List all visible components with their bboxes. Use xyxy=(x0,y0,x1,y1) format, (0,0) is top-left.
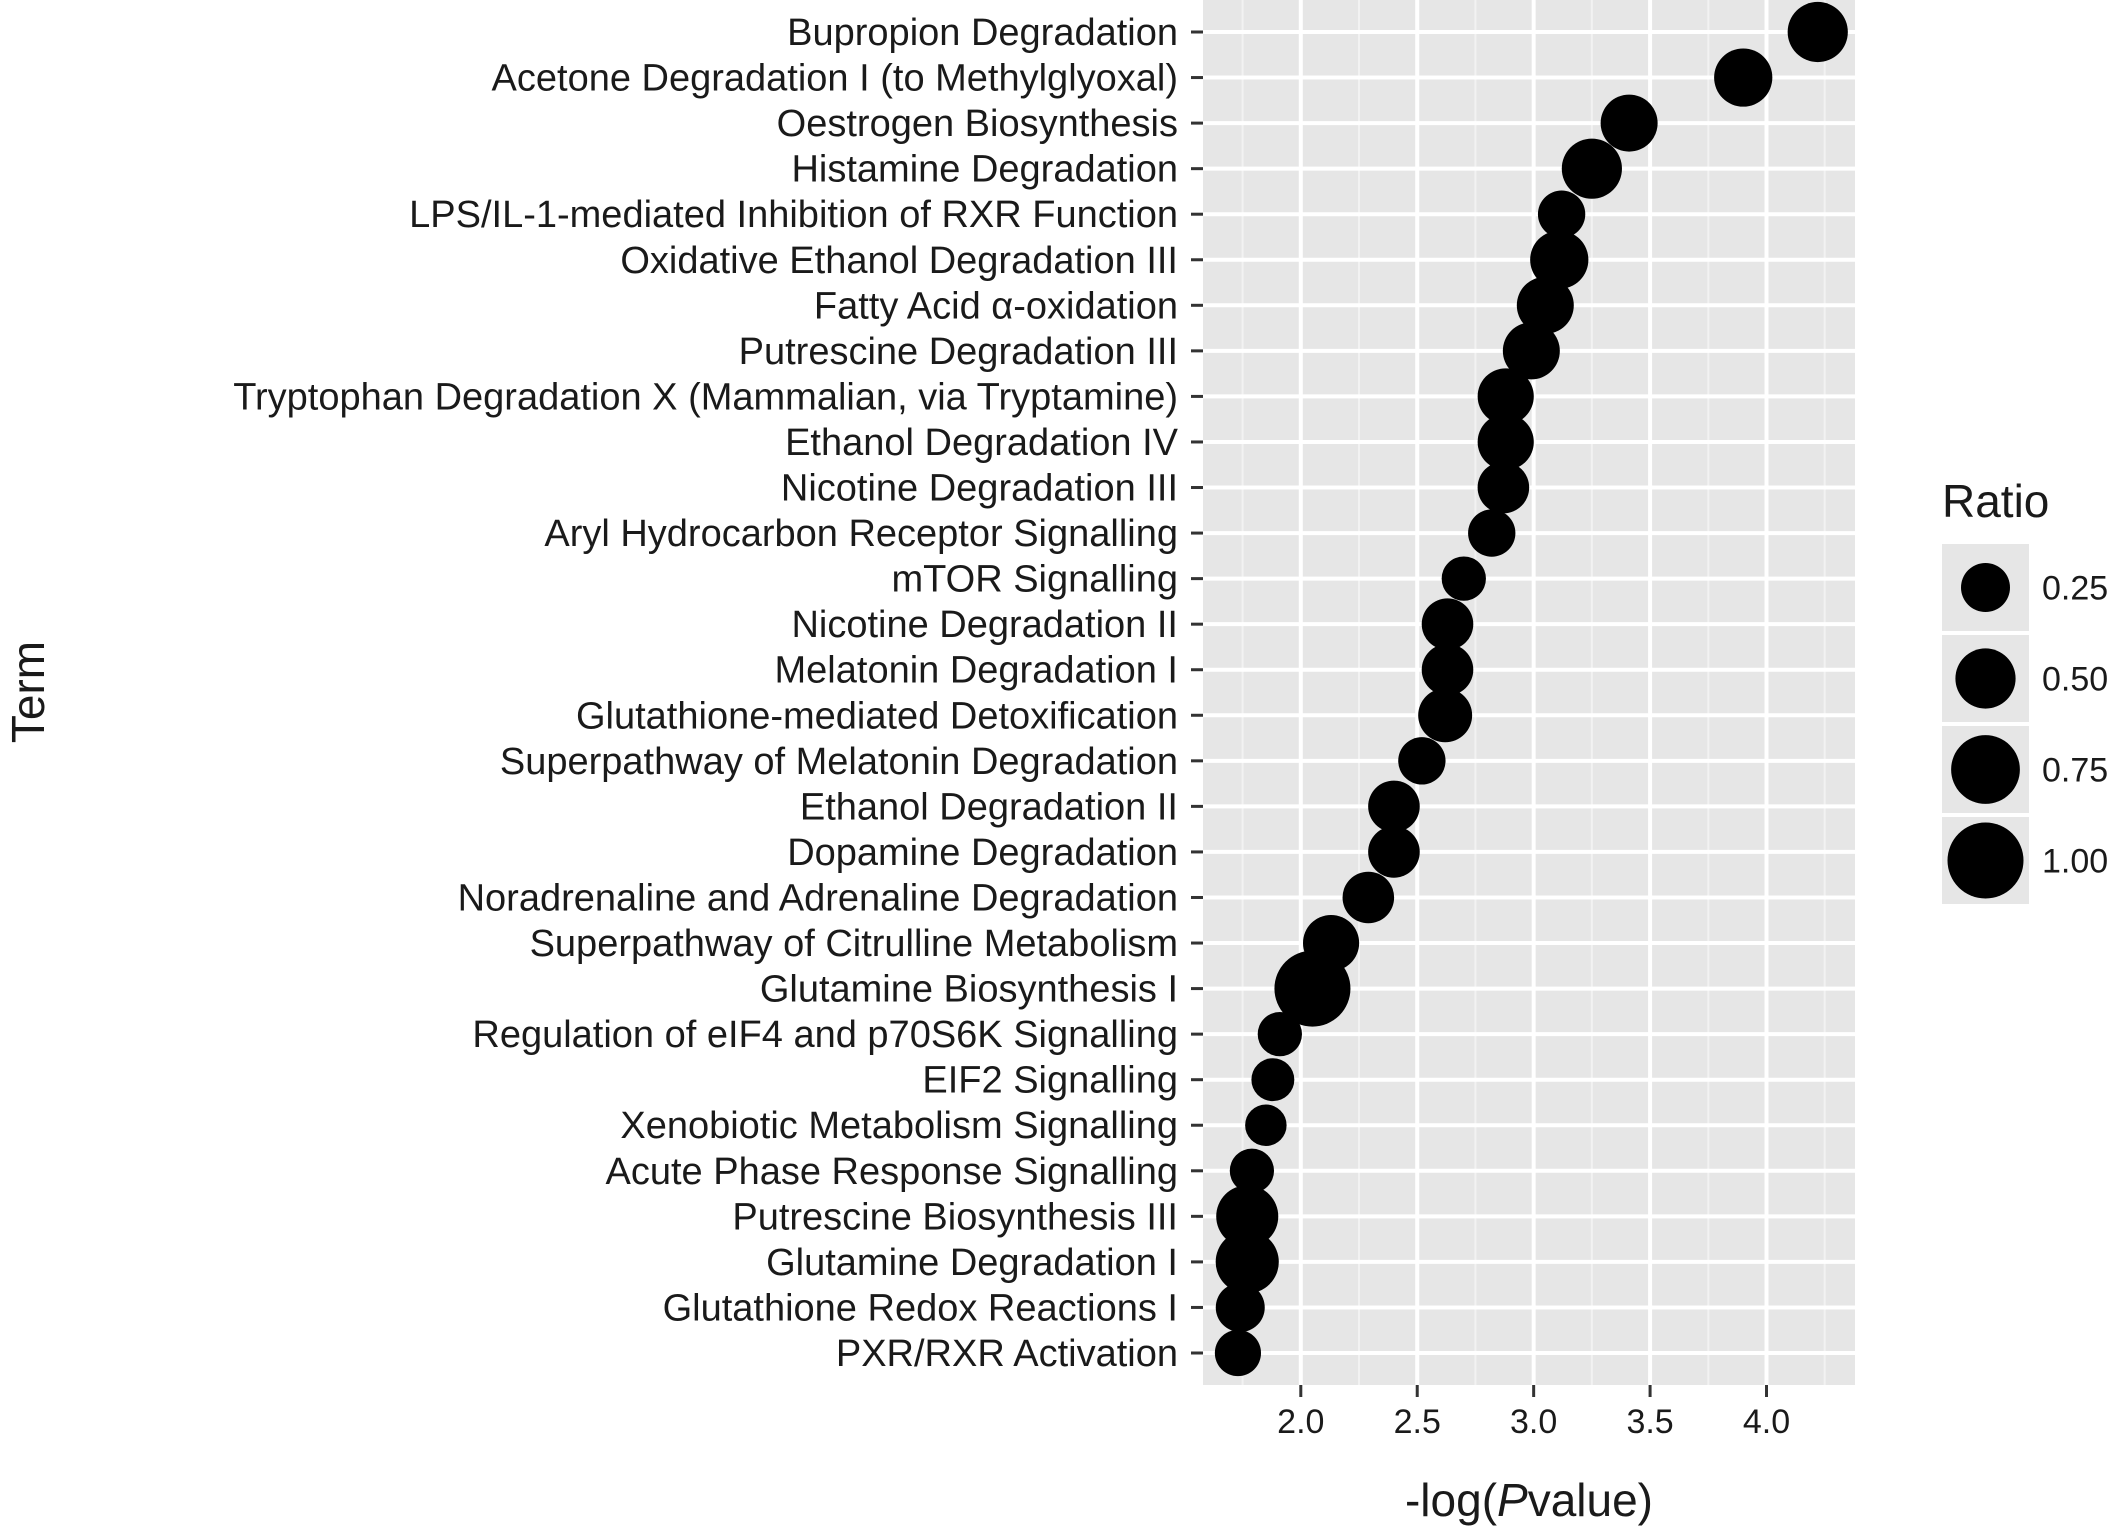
legend-label: 0.50 xyxy=(2042,661,2108,699)
term-label: Melatonin Degradation I xyxy=(775,650,1178,692)
term-label: Glutathione Redox Reactions I xyxy=(663,1287,1178,1329)
x-tick-label: 3.0 xyxy=(1510,1403,1557,1441)
data-point xyxy=(1215,1230,1279,1294)
data-point xyxy=(1441,556,1486,601)
x-tick-label: 2.5 xyxy=(1394,1403,1441,1441)
legend-label: 0.75 xyxy=(2042,752,2108,790)
term-label: Putrescine Biosynthesis III xyxy=(732,1196,1178,1238)
data-point xyxy=(1251,1058,1295,1102)
data-point xyxy=(1398,737,1446,785)
data-point xyxy=(1477,413,1534,471)
term-label: Acute Phase Response Signalling xyxy=(606,1151,1179,1193)
panel-background xyxy=(1203,0,1855,1385)
term-label: Bupropion Degradation xyxy=(787,12,1178,54)
data-point xyxy=(1477,368,1534,425)
term-label: EIF2 Signalling xyxy=(922,1060,1178,1102)
data-point xyxy=(1468,509,1516,557)
term-label: Noradrenaline and Adrenaline Degradation xyxy=(458,877,1178,919)
data-point xyxy=(1421,643,1474,696)
data-point xyxy=(1257,1012,1302,1057)
data-point xyxy=(1214,1329,1262,1377)
data-point xyxy=(1418,688,1473,743)
minor-gridlines xyxy=(1241,0,1826,1385)
data-point xyxy=(1229,1148,1275,1193)
data-point xyxy=(1245,1104,1287,1146)
term-label: Superpathway of Citrulline Metabolism xyxy=(530,923,1178,965)
term-label: Fatty Acid α-oxidation xyxy=(814,285,1178,327)
data-point xyxy=(1600,94,1658,152)
legend-key-dot xyxy=(1961,563,2010,612)
x-tick-label: 4.0 xyxy=(1743,1403,1790,1441)
x-axis-title-suffix: value) xyxy=(1528,1474,1653,1526)
data-point xyxy=(1561,138,1622,199)
legend-key-dot xyxy=(1951,735,2020,804)
data-point xyxy=(1787,1,1848,63)
term-label: Putrescine Degradation III xyxy=(739,331,1178,373)
legend-key-dot xyxy=(1955,648,2016,709)
x-axis: 2.0 2.5 3.0 3.5 4.0 xyxy=(1277,1385,1790,1441)
x-axis-title-italic: P xyxy=(1497,1474,1528,1526)
term-label: Superpathway of Melatonin Degradation xyxy=(500,741,1178,783)
data-point xyxy=(1216,1185,1279,1248)
term-label: Aryl Hydrocarbon Receptor Signalling xyxy=(544,513,1178,555)
data-point xyxy=(1274,950,1351,1027)
data-point xyxy=(1537,190,1586,238)
term-label: Tryptophan Degradation X (Mammalian, via… xyxy=(233,376,1178,418)
x-tick-label: 2.0 xyxy=(1277,1403,1324,1441)
term-label: Glutamine Biosynthesis I xyxy=(760,969,1178,1011)
term-label: Dopamine Degradation xyxy=(787,832,1178,874)
legend: Ratio 0.25 0.50 0.75 1.00 xyxy=(1942,475,2108,904)
term-label: LPS/IL-1-mediated Inhibition of RXR Func… xyxy=(409,194,1178,236)
term-label: Nicotine Degradation III xyxy=(781,468,1178,510)
y-axis-title: Term xyxy=(2,641,54,743)
x-tick-label: 3.5 xyxy=(1626,1403,1673,1441)
data-point xyxy=(1714,48,1773,107)
term-label: Oestrogen Biosynthesis xyxy=(777,103,1178,145)
term-label: Ethanol Degradation IV xyxy=(785,422,1179,464)
data-point xyxy=(1368,826,1420,878)
term-label: Acetone Degradation I (to Methylglyoxal) xyxy=(492,58,1178,100)
data-point xyxy=(1368,780,1420,833)
data-points xyxy=(1214,1,1848,1377)
data-point xyxy=(1215,1282,1265,1332)
data-point xyxy=(1502,322,1560,380)
term-label: Glutamine Degradation I xyxy=(766,1242,1178,1284)
data-point xyxy=(1530,230,1589,289)
legend-keys: 0.25 0.50 0.75 1.00 xyxy=(1942,544,2108,904)
x-axis-title-prefix: -log( xyxy=(1405,1474,1498,1526)
plot-panel xyxy=(1203,0,1855,1385)
legend-key-dot xyxy=(1947,822,2024,899)
legend-title: Ratio xyxy=(1942,475,2049,527)
term-label: Nicotine Degradation II xyxy=(791,604,1178,646)
term-label: PXR/RXR Activation xyxy=(836,1333,1178,1375)
data-point xyxy=(1421,598,1474,650)
term-label: Histamine Degradation xyxy=(791,149,1178,191)
term-label: Glutathione-mediated Detoxification xyxy=(576,695,1178,737)
x-axis-title: -log(Pvalue) xyxy=(1405,1474,1653,1526)
data-point xyxy=(1516,276,1574,334)
legend-label: 0.25 xyxy=(2042,570,2108,608)
term-label: Xenobiotic Metabolism Signalling xyxy=(620,1105,1178,1147)
data-point xyxy=(1342,871,1395,924)
term-label: Oxidative Ethanol Degradation III xyxy=(620,240,1178,282)
term-label: mTOR Signalling xyxy=(891,559,1178,601)
legend-label: 1.00 xyxy=(2042,843,2108,881)
term-label: Regulation of eIF4 and p70S6K Signalling xyxy=(472,1014,1178,1056)
term-label: Ethanol Degradation II xyxy=(800,786,1178,828)
data-point xyxy=(1477,461,1530,514)
